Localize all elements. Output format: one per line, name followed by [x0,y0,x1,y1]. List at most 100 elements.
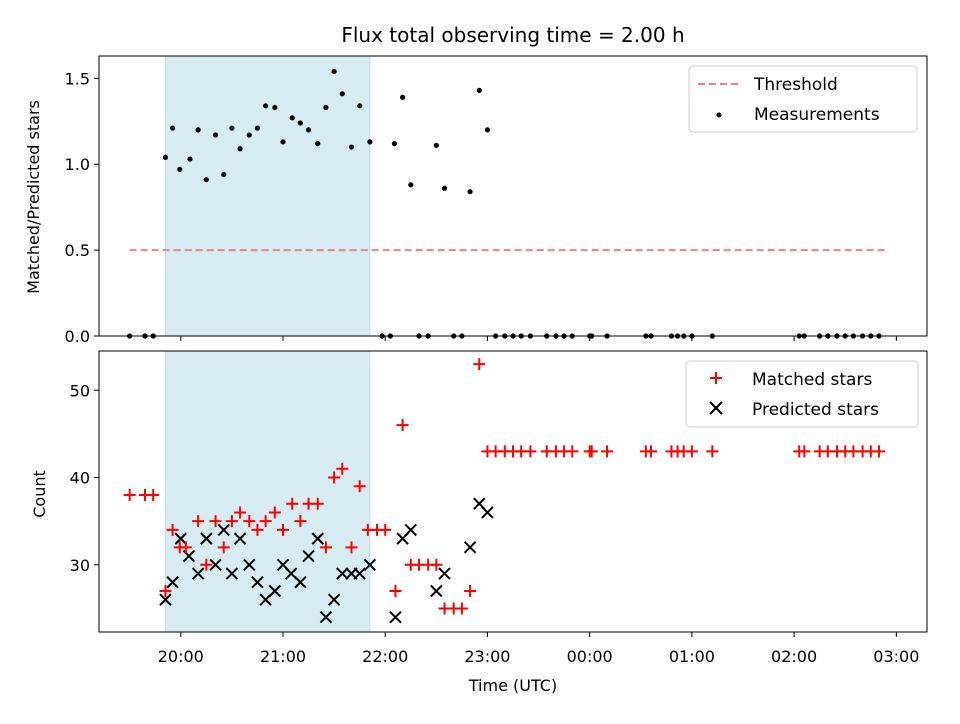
matched-star-point [685,445,698,458]
predicted-star-point [438,567,451,580]
matched-star-point [396,419,409,432]
legend-matched-label: Matched stars [752,370,872,390]
predicted-star-point [191,567,205,580]
measurement-point [323,104,329,111]
measurement-point [221,171,227,178]
predicted-star-point [463,541,477,554]
measurement-point [212,132,219,138]
predicted-star-point [209,558,222,572]
measurement-point [408,182,414,188]
matched-star-point [159,584,172,597]
legend-threshold-label: Threshold [753,75,838,95]
measurement-point [203,177,209,183]
x-tick-label: 22:00 [362,647,408,666]
x-tick-label: 00:00 [567,647,613,666]
matched-star-point [566,445,579,458]
matched-star-point [192,515,205,528]
bottom-y-axis-label: Count [30,470,49,518]
measurement-point [289,115,295,121]
measurement-point [348,144,355,150]
matched-star-point [259,515,272,528]
predicted-star-point [225,567,239,580]
predicted-star-point [159,593,172,606]
measurement-point [476,87,482,93]
x-tick-label: 02:00 [771,647,817,666]
predicted-star-point [336,567,349,580]
matched-star-point [345,541,358,554]
predicted-star-point [404,523,417,537]
x-tick-label: 20:00 [158,647,204,666]
legend-predicted-swatch [709,401,723,415]
measurement-point [177,166,183,172]
bottom-y-tick-label: 40 [70,469,90,488]
predicted-star-point [363,558,377,572]
matched-star-point [179,541,192,554]
measurement-point [441,185,448,191]
legend-measurements-swatch [716,112,722,118]
bottom-y-tick-label: 30 [70,556,90,575]
matched-star-point [268,506,281,519]
predicted-star-point [268,584,282,598]
matched-star-point [243,515,256,528]
predicted-star-point [481,506,494,519]
top-legend-box [688,65,918,133]
matched-star-point [379,523,392,536]
predicted-star-point [319,610,333,624]
x-tick-label: 21:00 [260,647,306,666]
matched-star-point [464,584,477,597]
top-legend: Threshold Measurements [688,65,918,133]
matched-star-point [585,445,598,458]
chart-title: Flux total observing time = 2.00 h [341,23,684,47]
matched-star-point [234,506,247,519]
measurement-point [297,120,303,126]
matched-star-point [311,497,324,510]
x-tick-label: 23:00 [464,647,510,666]
matched-star-point [286,497,299,510]
bottom-plot-frame [98,350,928,633]
matched-star-point [798,445,811,458]
predicted-star-point [233,532,247,545]
predicted-star-point [166,576,179,589]
measurement-point [170,125,176,131]
measurement-point [339,91,345,97]
predicted-star-point [294,576,307,589]
measurement-point [195,127,201,133]
matched-star-point [601,445,614,458]
top-y-tick-label: 0.5 [65,241,90,260]
matched-star-point [251,523,264,536]
matched-star-point [430,558,443,571]
measurement-point [391,141,398,147]
matched-star-point [524,445,537,458]
top-y-tick-label: 0.0 [65,327,90,346]
measurement-point [357,103,363,109]
matched-star-point [389,584,402,597]
measurement-point [331,68,337,75]
top-shaded-interval [164,55,371,337]
predicted-star-point [353,567,366,580]
measurement-point [280,139,286,145]
legend-matched-swatch [710,372,722,384]
measurement-point [162,154,169,160]
predicted-star-point [327,593,341,606]
measurement-point [467,189,473,195]
matched-star-point [455,602,468,615]
measurement-point [246,132,252,138]
matched-star-point [645,445,657,458]
top-y-axis-label: Matched/Predicted stars [24,100,43,294]
predicted-star-point [302,549,315,563]
predicted-star-point [311,532,324,545]
measurement-point [263,103,269,109]
x-tick-label: 03:00 [873,647,919,666]
matched-star-point [473,358,486,371]
matched-star-point [209,515,222,528]
measurement-point [400,94,406,100]
matched-star-point [123,488,136,501]
matched-star-point [328,471,341,484]
x-tick-label: 01:00 [669,647,715,666]
measurement-point [484,127,491,133]
top-panel: 0.0 0.5 1.0 1.5 Flux total observing time =… [24,23,928,346]
matched-star-point [353,480,366,493]
matched-star-point [200,558,213,571]
bottom-y-tick-label: 50 [70,381,90,400]
